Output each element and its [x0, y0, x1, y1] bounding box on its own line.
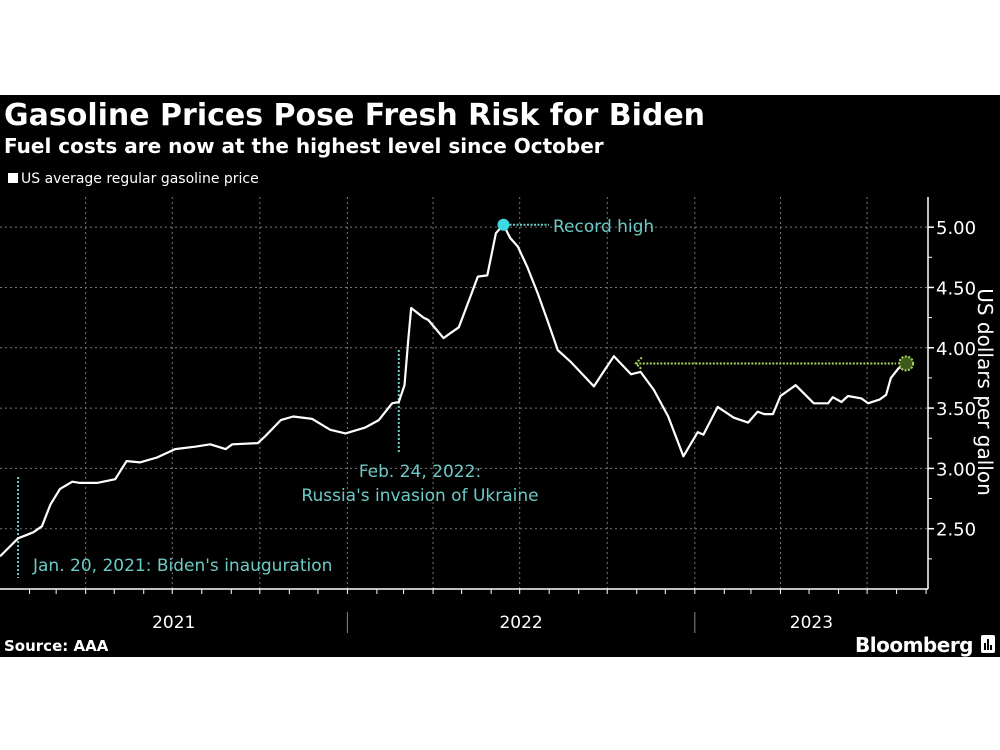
y-axis-label: US dollars per gallon [973, 288, 997, 496]
current-price-marker [898, 355, 915, 372]
annotations: Jan. 20, 2021: Biden's inauguration Feb.… [32, 217, 654, 576]
reference-arrow-icon [634, 356, 643, 371]
price-line [0, 223, 907, 558]
source-note: Source: AAA [4, 637, 109, 655]
record-high-dot [497, 218, 510, 231]
y-tick-label: 3.00 [936, 459, 976, 480]
y-tick-label: 2.50 [936, 520, 976, 541]
legend-swatch [8, 173, 18, 183]
y-tick-label: 4.50 [936, 278, 976, 299]
gridlines [0, 197, 928, 589]
annotation-invasion-date: Feb. 24, 2022: [359, 462, 481, 482]
axes: 2.50 3.00 3.50 4.00 4.50 5.00 2021 2022 2023 [0, 197, 976, 633]
x-tick-label: 2023 [790, 613, 833, 633]
bloomberg-chart-icon [981, 635, 995, 653]
x-tick-label: 2021 [152, 613, 195, 633]
x-tick-label: 2022 [499, 613, 542, 633]
y-tick-label: 4.00 [936, 339, 976, 360]
legend-label: US average regular gasoline price [21, 171, 259, 187]
annotation-inauguration: Jan. 20, 2021: Biden's inauguration [32, 556, 332, 576]
series-layer [0, 218, 915, 578]
y-tick-label: 3.50 [936, 399, 976, 420]
bloomberg-logo: Bloomberg [855, 633, 973, 657]
chart-title: Gasoline Prices Pose Fresh Risk for Bide… [4, 98, 705, 133]
chart-subtitle: Fuel costs are now at the highest level … [4, 134, 604, 158]
annotation-record-high: Record high [553, 217, 654, 237]
y-tick-label: 5.00 [936, 218, 976, 239]
annotation-invasion-text: Russia's invasion of Ukraine [301, 486, 538, 506]
chart-panel [0, 95, 1000, 657]
